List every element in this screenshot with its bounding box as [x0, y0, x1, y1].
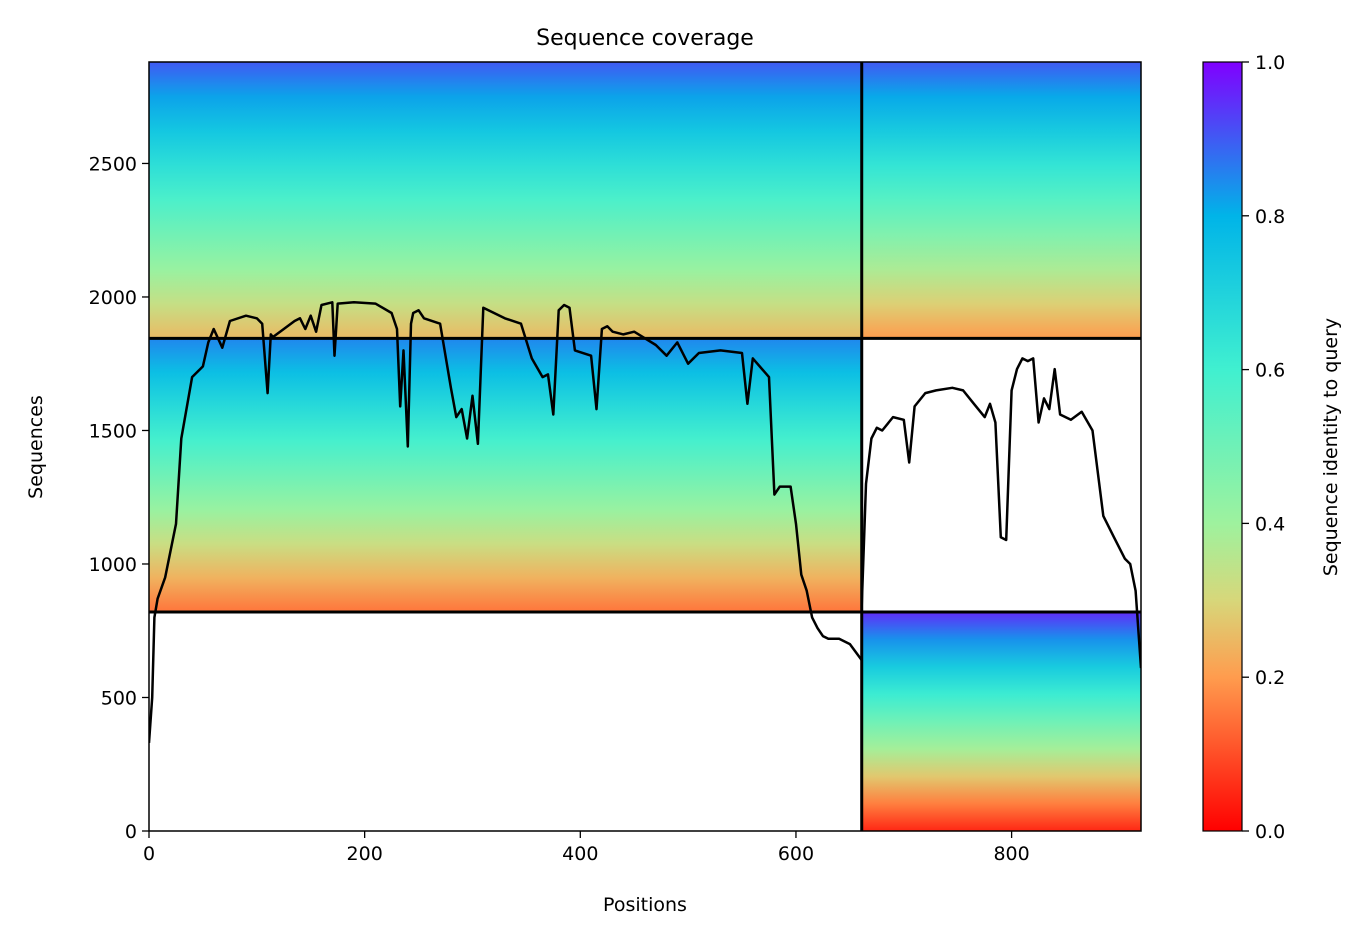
- y-tick-label: 2000: [89, 287, 137, 309]
- y-tick-label: 1500: [89, 420, 137, 442]
- y-tick-label: 500: [101, 687, 137, 709]
- x-axis: 0 200 400 600 800: [143, 831, 1030, 865]
- colorbar-axis: 0.0 0.2 0.4 0.6 0.8 1.0: [1242, 52, 1285, 843]
- chart-title: Sequence coverage: [536, 26, 754, 51]
- colorbar-tick-label: 0.2: [1255, 667, 1285, 689]
- coverage-line-1: [149, 301, 863, 743]
- y-tick-label: 0: [125, 821, 137, 843]
- y-axis-label: Sequences: [25, 395, 47, 499]
- coverage-line-2: [860, 357, 1141, 669]
- colorbar-tick-label: 0.0: [1255, 821, 1285, 843]
- x-tick-label: 200: [347, 843, 383, 865]
- colorbar-tick-label: 0.8: [1255, 206, 1285, 228]
- heatmap-blocks: [149, 62, 1141, 831]
- y-axis: 0 500 1000 1500 2000 2500: [89, 153, 149, 843]
- block-chain2-pair: [861, 62, 1141, 339]
- x-tick-label: 400: [562, 843, 598, 865]
- block-chain1-single: [149, 338, 862, 613]
- y-tick-label: 2500: [89, 153, 137, 175]
- block-chain1-pair: [149, 62, 862, 339]
- colorbar: [1202, 61, 1243, 832]
- y-tick-label: 1000: [89, 554, 137, 576]
- x-tick-label: 0: [143, 843, 155, 865]
- plot-frame: [148, 61, 1142, 832]
- x-tick-label: 600: [778, 843, 814, 865]
- colorbar-tick-label: 0.6: [1255, 360, 1285, 382]
- x-axis-label: Positions: [603, 894, 687, 916]
- coverage-lines: [149, 62, 1141, 831]
- colorbar-label: Sequence identity to query: [1320, 318, 1342, 576]
- colorbar-tick-label: 1.0: [1255, 52, 1285, 74]
- colorbar-tick-label: 0.4: [1255, 513, 1285, 535]
- block-chain2-single: [861, 612, 1141, 831]
- x-tick-label: 800: [993, 843, 1029, 865]
